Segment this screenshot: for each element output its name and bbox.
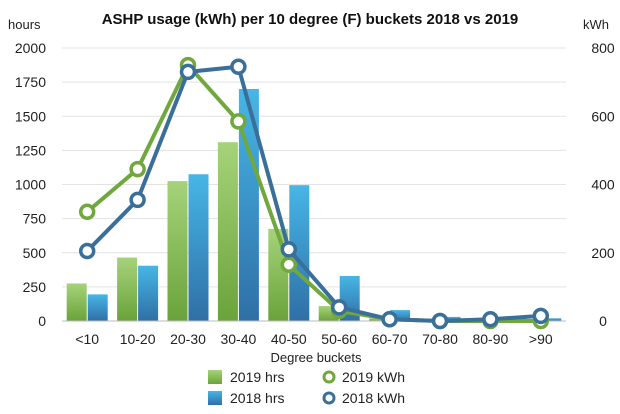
point-2018-kwh-10-20 xyxy=(129,191,146,209)
point-2018-kwh-40-50 xyxy=(280,241,298,258)
bar-2018-hrs-10 xyxy=(87,294,108,321)
x-tick-30-40: 30-40 xyxy=(220,331,256,347)
left-tick-1250: 1250 xyxy=(15,142,46,158)
right-axis-unit: kWh xyxy=(583,17,609,32)
x-tick-10-20: 10-20 xyxy=(120,331,156,347)
point-2018-kwh-20-30 xyxy=(179,63,197,81)
bar-2018-hrs-30-40 xyxy=(238,88,259,321)
point-2019-kwh-10 xyxy=(78,203,96,221)
right-tick-800: 800 xyxy=(591,40,615,56)
bar-2019-hrs-20-30 xyxy=(167,181,188,321)
bar-2019-hrs-30-40 xyxy=(217,142,238,321)
bar-2019-hrs-10 xyxy=(66,283,87,321)
legend-label-2019-kwh: 2019 kWh xyxy=(342,369,405,385)
right-tick-200: 200 xyxy=(591,245,615,261)
legend: 2019 hrs 2018 hrs 2019 kWh 2018 kWh xyxy=(208,369,405,406)
point-2018-kwh-90 xyxy=(532,307,550,325)
left-tick-750: 750 xyxy=(23,211,47,227)
left-tick-0: 0 xyxy=(38,313,46,329)
left-tick-500: 500 xyxy=(23,245,47,261)
line-2018-kwh xyxy=(85,64,543,323)
x-tick-90: >90 xyxy=(529,331,553,347)
bar-2018-hrs-40-50 xyxy=(289,185,310,321)
x-tick-40-50: 40-50 xyxy=(271,331,307,347)
lines xyxy=(78,56,550,330)
left-tick-1750: 1750 xyxy=(15,74,46,90)
bar-2019-hrs-60-70 xyxy=(369,318,390,321)
legend-label-2019-hrs: 2019 hrs xyxy=(230,369,284,385)
point-2018-kwh-30-40 xyxy=(230,58,247,76)
bar-2018-hrs-20-30 xyxy=(188,174,209,321)
bar-2018-hrs-60-70 xyxy=(390,310,411,321)
bar-2019-hrs-10-20 xyxy=(117,257,138,321)
point-2019-kwh-30-40 xyxy=(230,113,247,130)
bar-2018-hrs-10-20 xyxy=(138,265,159,321)
x-axis-label: Degree buckets xyxy=(270,350,362,365)
legend-marker-2018-kwh xyxy=(322,391,336,405)
x-category-ticks: <10 10-20 20-30 30-40 40-50 50-60 60-70 70-80 80… xyxy=(75,331,553,347)
x-tick-80-90: 80-90 xyxy=(472,331,508,347)
left-tick-1000: 1000 xyxy=(15,177,46,193)
x-tick-20-30: 20-30 xyxy=(170,331,206,347)
x-tick-50-60: 50-60 xyxy=(321,331,357,347)
legend-swatch-2019-hrs xyxy=(208,370,222,384)
chart-title: ASHP usage (kWh) per 10 degree (F) bucke… xyxy=(102,11,519,28)
x-tick-70-80: 70-80 xyxy=(422,331,458,347)
bar-2018-hrs-90 xyxy=(541,318,562,321)
left-tick-2000: 2000 xyxy=(15,40,46,56)
point-2018-kwh-60-70 xyxy=(381,311,398,328)
bars xyxy=(66,88,562,321)
legend-label-2018-kwh: 2018 kWh xyxy=(342,390,405,406)
right-y-ticks: 0 200 400 600 800 xyxy=(591,40,615,329)
point-2019-kwh-40-50 xyxy=(280,256,298,273)
x-tick-60-70: 60-70 xyxy=(372,331,408,347)
left-tick-1500: 1500 xyxy=(15,108,46,124)
left-tick-250: 250 xyxy=(23,279,47,295)
point-2018-kwh-50-60 xyxy=(330,299,348,316)
left-axis-unit: hours xyxy=(8,17,41,32)
right-tick-0: 0 xyxy=(599,313,607,329)
legend-swatch-2018-hrs xyxy=(208,391,222,405)
left-y-ticks: 0 250 500 750 1000 1250 1500 1750 2000 xyxy=(15,40,46,329)
right-tick-600: 600 xyxy=(591,108,615,124)
point-2018-kwh-70-80 xyxy=(431,312,449,330)
right-tick-400: 400 xyxy=(591,177,615,193)
legend-label-2018-hrs: 2018 hrs xyxy=(230,390,284,406)
legend-marker-2019-kwh xyxy=(322,370,336,384)
x-tick-10: <10 xyxy=(75,331,99,347)
point-2019-kwh-10-20 xyxy=(129,160,146,178)
point-2018-kwh-80-90 xyxy=(482,311,499,328)
point-2018-kwh-10 xyxy=(78,242,96,260)
